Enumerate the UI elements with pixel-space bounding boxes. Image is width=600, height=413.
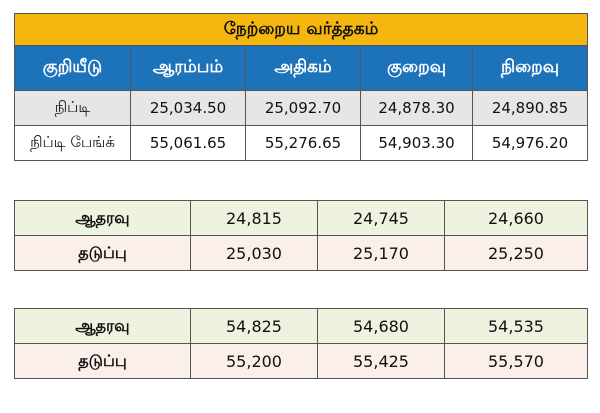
title-row: நேற்றைய வர்த்தகம் [13, 13, 589, 46]
level-value: 24,815 [190, 200, 318, 236]
table-cell: 24,890.85 [471, 90, 589, 126]
level-label: ஆதரவு [14, 308, 191, 344]
table-cell: நிப்டி [14, 90, 131, 126]
level-row: ஆதரவு 24,815 24,745 24,660 [14, 200, 588, 236]
level-row: தடுப்பு 25,030 25,170 25,250 [14, 235, 588, 271]
level-value: 55,570 [444, 343, 588, 379]
table-cell: 54,976.20 [471, 125, 589, 161]
table-cell: நிப்டி பேங்க் [14, 125, 131, 161]
table-title: நேற்றைய வர்த்தகம் [13, 13, 589, 46]
column-header: குறைவு [360, 45, 473, 91]
header-row: குறியீடு ஆரம்பம் அதிகம் குறைவு நிறைவு [14, 45, 589, 91]
table-row: நிப்டி 25,034.50 25,092.70 24,878.30 24,890.… [14, 90, 589, 126]
level-value: 24,660 [444, 200, 588, 236]
level-row: தடுப்பு 55,200 55,425 55,570 [14, 343, 588, 379]
levels-table: ஆதரவு 54,825 54,680 54,535 தடுப்பு 55,200 55,4… [14, 308, 588, 379]
level-value: 25,250 [444, 235, 588, 271]
table-cell: 55,061.65 [130, 125, 246, 161]
table-row: நிப்டி பேங்க் 55,061.65 55,276.65 54,903.30… [14, 125, 589, 161]
level-row: ஆதரவு 54,825 54,680 54,535 [14, 308, 588, 344]
column-header: குறியீடு [14, 45, 131, 91]
level-value: 25,170 [317, 235, 445, 271]
market-table: நேற்றைய வர்த்தகம் குறியீடு ஆரம்பம் அதிகம் கு… [13, 13, 589, 161]
level-label: தடுப்பு [14, 235, 191, 271]
table-cell: 25,092.70 [245, 90, 361, 126]
column-header: நிறைவு [471, 45, 589, 91]
level-label: ஆதரவு [14, 200, 191, 236]
table-cell: 54,903.30 [360, 125, 473, 161]
table-cell: 25,034.50 [130, 90, 246, 126]
level-value: 54,825 [190, 308, 318, 344]
level-value: 54,535 [444, 308, 588, 344]
level-value: 24,745 [317, 200, 445, 236]
levels-table: ஆதரவு 24,815 24,745 24,660 தடுப்பு 25,030 25,1… [14, 200, 588, 271]
column-header: அதிகம் [245, 45, 361, 91]
column-header: ஆரம்பம் [130, 45, 246, 91]
level-value: 55,425 [317, 343, 445, 379]
table-cell: 55,276.65 [245, 125, 361, 161]
table-cell: 24,878.30 [360, 90, 473, 126]
level-value: 55,200 [190, 343, 318, 379]
level-value: 54,680 [317, 308, 445, 344]
level-label: தடுப்பு [14, 343, 191, 379]
level-value: 25,030 [190, 235, 318, 271]
